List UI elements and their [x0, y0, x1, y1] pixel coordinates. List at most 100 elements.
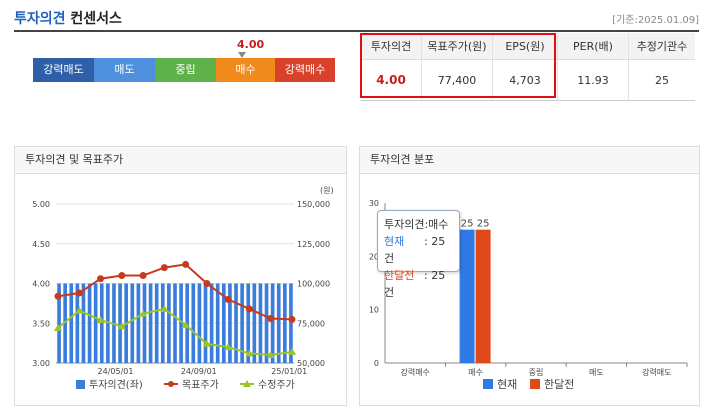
opinion-bar [148, 283, 153, 363]
tooltip-value-current: : 25 건 [384, 235, 446, 265]
table-header: 추정기관수 [628, 33, 695, 60]
adjusted-price-point [288, 347, 296, 355]
target-price-point [182, 260, 190, 268]
target-price-point [224, 295, 232, 303]
scale-segment: 강력매도 [33, 58, 94, 82]
page-title: 투자의견 컨센서스 [14, 8, 122, 28]
x-tick-label: 중립 [529, 368, 544, 377]
panel-title: 투자의견 및 목표주가 [15, 147, 346, 174]
opinion-bar [228, 283, 232, 363]
opinion-bar [99, 283, 104, 363]
tooltip-value-prev: : 25 건 [384, 269, 446, 299]
y-tick-label-left: 5.00 [32, 200, 50, 209]
target-price-point [203, 280, 211, 287]
title-secondary: 컨센서스 [70, 11, 122, 27]
panel-title: 투자의견 분포 [360, 147, 699, 174]
x-tick-label: 25/01/01 [271, 367, 307, 376]
y-tick-label-right: 125,000 [297, 240, 330, 249]
consensus-table: 투자의견 목표주가(원) EPS(원) PER(배) 추정기관수 4.00 77,400 4… [361, 33, 695, 101]
legend-label: 수정주가 [258, 379, 295, 391]
x-tick-label: 강력매수 [400, 367, 429, 377]
opinion-bar [160, 283, 165, 363]
opinion-bar [173, 283, 177, 363]
adjusted-price-point [75, 306, 84, 314]
opinion-bar [215, 283, 220, 363]
legend-label: 목표주가 [182, 379, 219, 391]
target-price-point [245, 305, 253, 313]
adjusted-price-point [139, 309, 148, 317]
y-tick-label: 30 [369, 199, 379, 208]
right-axis-unit: (원) [320, 186, 334, 195]
opinion-bar [270, 283, 275, 363]
x-tick-label: 매도 [589, 368, 604, 377]
opinion-bar [234, 283, 238, 363]
scale-segment: 매도 [94, 58, 155, 82]
opinion-bar [221, 283, 226, 363]
y-tick-label-left: 4.50 [32, 240, 50, 249]
opinion-bar [209, 283, 214, 363]
opinion-bar [142, 283, 147, 363]
y-tick-label-left: 3.00 [32, 359, 50, 368]
opinion-bar [130, 283, 135, 363]
opinion-bar [179, 283, 183, 363]
bar-data-label: 25 [477, 219, 490, 230]
opinion-bar [246, 283, 251, 363]
opinion-target-chart: 5.00 150,000 4.50 125,000 4.00 100,000 3.50 75,… [32, 186, 334, 391]
adjusted-price-point [224, 343, 233, 351]
target-price-point [75, 289, 83, 297]
opinion-bar [57, 283, 61, 363]
scale-segment: 강력매수 [275, 58, 335, 82]
legend-swatch [243, 380, 251, 387]
legend-label: 한달전 [544, 378, 574, 391]
table-cell: 4.00 [361, 59, 422, 101]
opinion-bar [93, 283, 98, 363]
opinion-bar [75, 283, 80, 363]
opinion-bar [264, 283, 269, 363]
chart-tooltip: 투자의견:매수 현재: 25 건 한달전: 25 건 [377, 210, 460, 299]
title-primary: 투자의견 [14, 11, 66, 27]
adjusted-price-line [57, 307, 293, 357]
y-tick-label-right: 50,000 [297, 359, 325, 368]
adjusted-price-point [160, 304, 169, 312]
opinion-bar [240, 283, 244, 363]
opinion-bar [191, 283, 196, 363]
opinion-marker-icon [238, 52, 246, 58]
tooltip-label-prev: 한달전 [384, 269, 415, 282]
y-tick-label: 0 [374, 359, 379, 368]
legend-swatch [483, 379, 493, 389]
target-price-line [57, 263, 293, 321]
opinion-bar [203, 283, 208, 363]
opinion-bar [276, 283, 281, 363]
x-tick-label: 강력매도 [642, 367, 671, 377]
opinion-bar [87, 283, 92, 363]
opinion-bar [118, 283, 122, 363]
opinion-bar [185, 283, 190, 363]
adjusted-price-point [202, 339, 211, 347]
y-tick-label-left: 3.50 [32, 319, 50, 328]
current-opinion-value: 4.00 [237, 38, 265, 51]
x-tick-label: 24/05/01 [98, 367, 134, 376]
table-header: 목표주가(원) [421, 33, 493, 60]
opinion-bar [136, 283, 141, 363]
table-header: 투자의견 [361, 33, 422, 60]
opinion-bar [289, 283, 293, 363]
opinion-bar [154, 283, 159, 363]
highlight-box [360, 33, 556, 98]
table-cell: 11.93 [557, 59, 629, 101]
opinion-bar [197, 283, 202, 363]
base-date: [기준:2025.01.09] [612, 15, 699, 26]
opinion-bar [283, 283, 287, 363]
target-price-point [139, 272, 147, 280]
adjusted-price-point [54, 324, 62, 332]
y-tick-label-right: 150,000 [297, 200, 330, 209]
bar-data-label: 25 [461, 219, 474, 230]
adjusted-price-point [181, 320, 190, 328]
y-tick-label-right: 100,000 [297, 280, 330, 289]
distribution-bar [459, 229, 475, 363]
adjusted-price-point [96, 316, 105, 324]
legend-label: 투자의견(좌) [89, 379, 143, 391]
target-price-point [54, 292, 62, 300]
opinion-bar [258, 283, 263, 363]
y-tick-label-left: 4.00 [32, 280, 50, 289]
